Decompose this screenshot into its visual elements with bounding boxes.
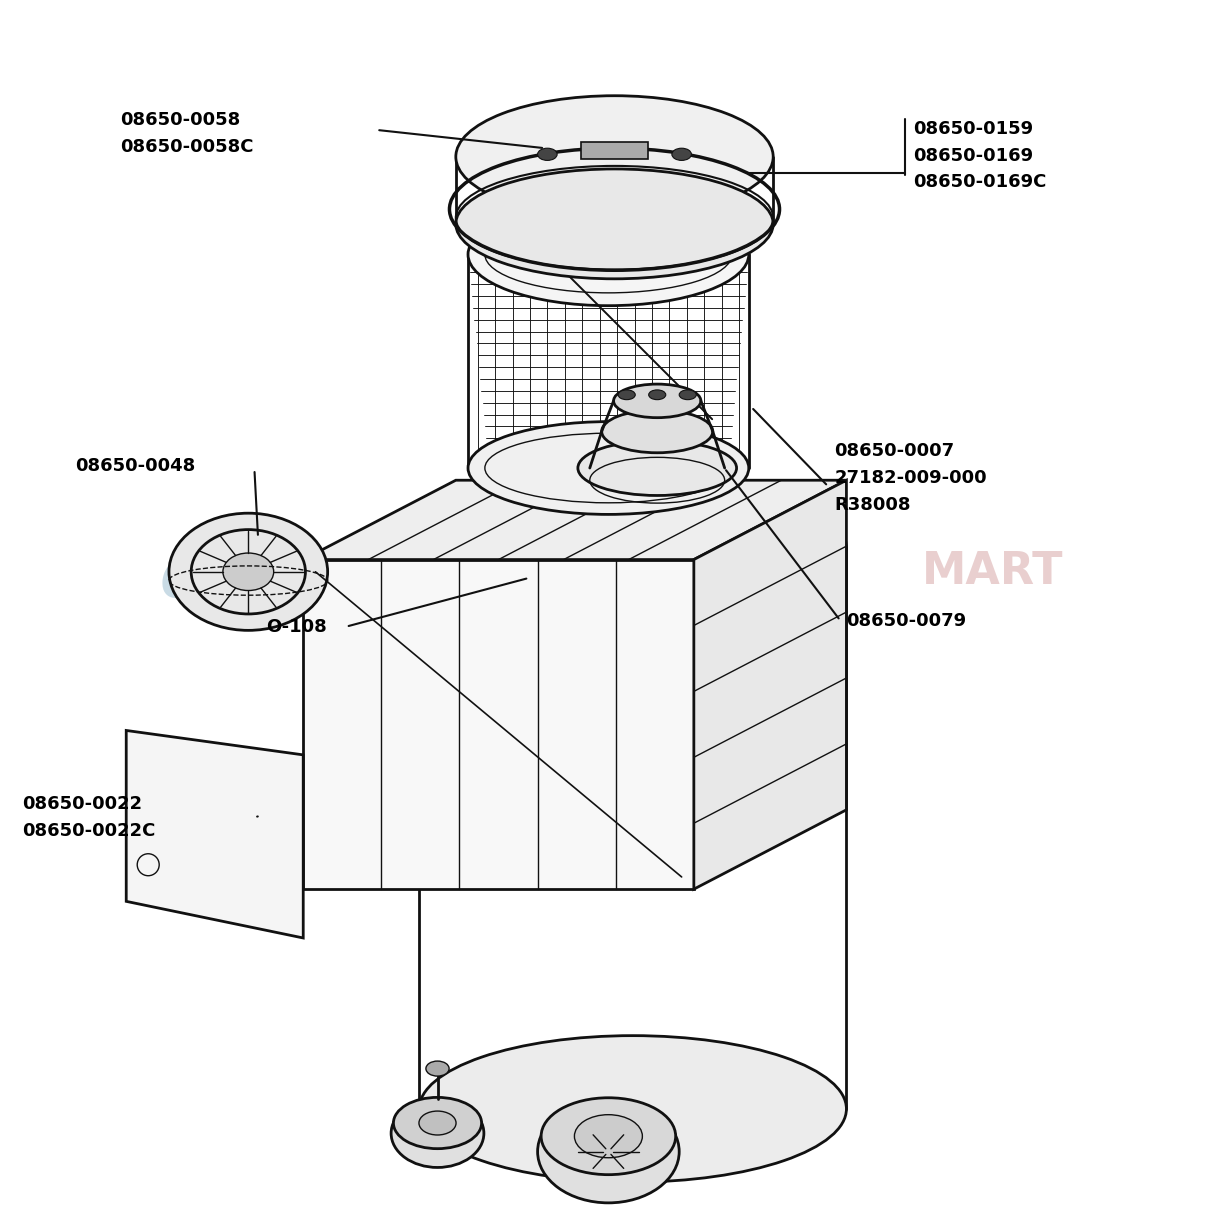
Text: 08650-0048: 08650-0048 (75, 457, 195, 474)
Polygon shape (694, 481, 847, 889)
Ellipse shape (391, 1099, 484, 1168)
Text: 27182-009-000: 27182-009-000 (834, 468, 987, 487)
Ellipse shape (618, 390, 635, 399)
Text: R38008: R38008 (834, 495, 911, 514)
Ellipse shape (541, 1097, 676, 1175)
Ellipse shape (537, 149, 557, 161)
Text: MART: MART (922, 551, 1063, 594)
Ellipse shape (456, 168, 773, 279)
Text: 08650-0007: 08650-0007 (834, 442, 955, 460)
Bar (581, 143, 648, 160)
Polygon shape (304, 559, 694, 889)
Ellipse shape (602, 410, 713, 452)
Text: 08650-0058: 08650-0058 (120, 111, 241, 129)
Text: 08650-0058C: 08650-0058C (120, 138, 253, 156)
Ellipse shape (419, 1036, 847, 1182)
Ellipse shape (222, 553, 274, 590)
Ellipse shape (574, 1115, 643, 1158)
Ellipse shape (672, 149, 692, 161)
Ellipse shape (578, 440, 736, 495)
Ellipse shape (426, 1061, 449, 1077)
Ellipse shape (649, 390, 666, 399)
Text: 08650-0022: 08650-0022 (22, 795, 143, 812)
Ellipse shape (680, 390, 697, 399)
Ellipse shape (468, 203, 748, 306)
Ellipse shape (537, 1100, 680, 1203)
Polygon shape (304, 481, 847, 559)
Ellipse shape (168, 514, 328, 630)
Ellipse shape (613, 385, 701, 418)
Text: SWIMMING POOL ACCESSORIES & EQUIPMENT: SWIMMING POOL ACCESSORIES & EQUIPMENT (438, 601, 791, 616)
Text: 08650-0079: 08650-0079 (847, 612, 966, 629)
Ellipse shape (456, 96, 773, 218)
Text: DISCOUNT: DISCOUNT (429, 551, 689, 594)
Polygon shape (127, 730, 304, 938)
Text: 08650-0169C: 08650-0169C (913, 173, 1047, 192)
Text: O-108: O-108 (267, 618, 327, 635)
Ellipse shape (468, 422, 748, 515)
Text: dpm: dpm (160, 544, 324, 611)
Ellipse shape (419, 474, 847, 621)
Ellipse shape (419, 1111, 456, 1136)
Text: 08650-0169: 08650-0169 (913, 146, 1034, 165)
Text: 08650-0022C: 08650-0022C (22, 821, 156, 839)
Ellipse shape (393, 1097, 482, 1149)
Text: 08650-0159: 08650-0159 (913, 119, 1034, 138)
